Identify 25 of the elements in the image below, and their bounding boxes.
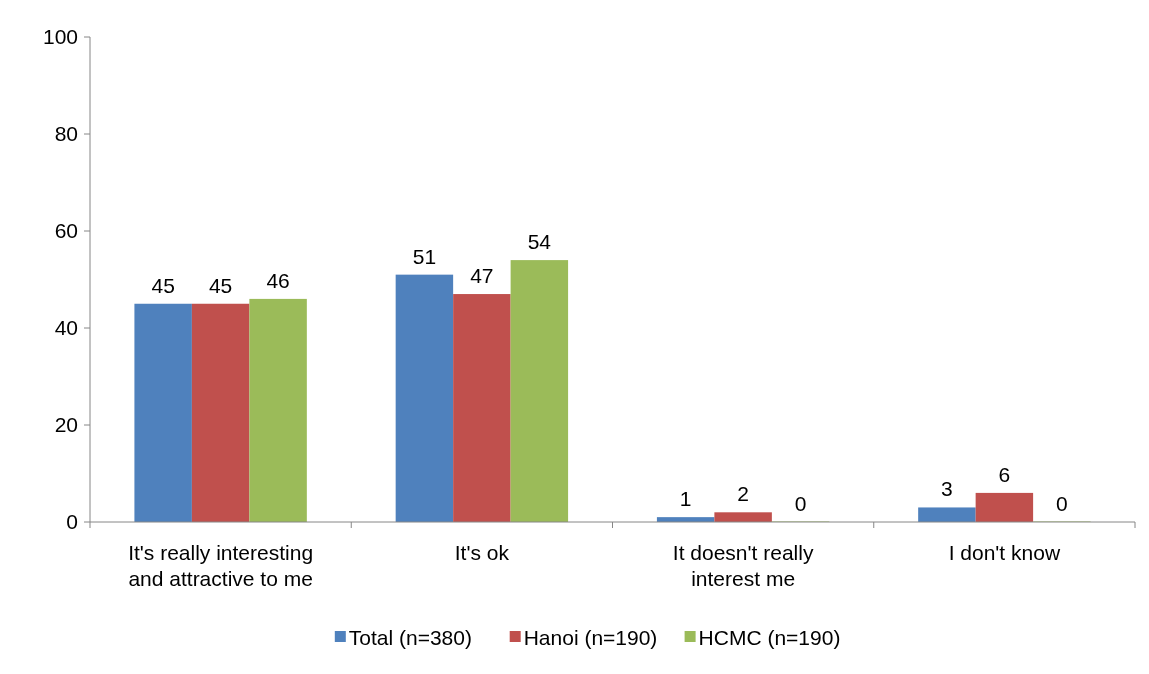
y-tick-label: 80 xyxy=(54,122,78,146)
y-tick-label: 0 xyxy=(66,510,78,534)
data-label: 46 xyxy=(266,268,290,292)
legend-label: HCMC (n=190) xyxy=(698,626,841,650)
y-tick-label: 40 xyxy=(54,316,78,340)
x-tick-label: It's really interesting and attractive to me xyxy=(128,541,314,590)
data-label: 45 xyxy=(208,273,233,297)
legend-label: Hanoi (n=190) xyxy=(523,626,658,650)
data-label: 6 xyxy=(998,462,1011,486)
data-label: 51 xyxy=(412,244,437,268)
y-tick-label: 20 xyxy=(54,413,78,437)
x-tick-label: It's ok xyxy=(454,541,510,564)
data-label: 0 xyxy=(1056,492,1068,515)
x-tick-label: I don't know xyxy=(948,541,1061,564)
data-label: 1 xyxy=(679,487,692,511)
data-label: 47 xyxy=(470,264,494,288)
legend-label: Total (n=380) xyxy=(348,626,472,650)
data-label: 2 xyxy=(737,482,749,506)
data-label: 0 xyxy=(794,492,807,515)
y-tick-label: 60 xyxy=(54,219,78,243)
data-label: 3 xyxy=(941,477,953,501)
data-label: 54 xyxy=(527,230,552,254)
x-tick-label: It doesn't really interest me xyxy=(672,541,814,590)
y-tick-label: 100 xyxy=(42,25,78,49)
data-label: 45 xyxy=(151,273,175,297)
